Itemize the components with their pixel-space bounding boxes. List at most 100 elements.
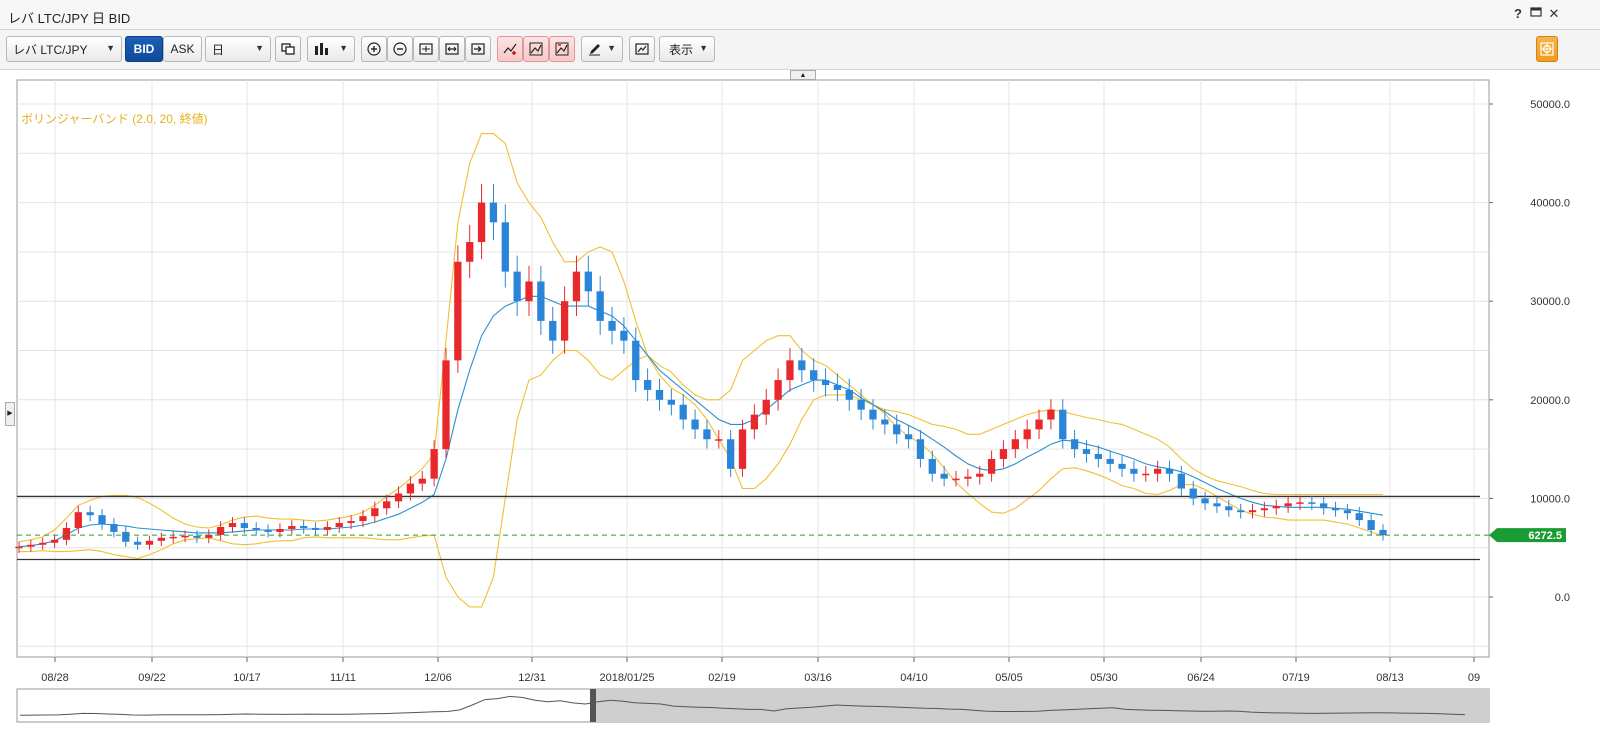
candle-body [620,330,628,341]
candle-body [525,281,533,302]
candle-body [454,261,462,361]
candle-body [987,458,996,474]
crosshair-button[interactable] [1536,36,1558,62]
chevron-down-icon: ▼ [339,43,348,53]
help-icon[interactable]: ? [1514,6,1522,21]
candle-body [477,202,486,243]
y-tick-label: 40000.0 [1530,198,1570,210]
candle-body [501,222,509,272]
zoom-out-button[interactable] [387,36,413,62]
candle-body [335,523,343,527]
overlay-windows-icon [281,43,295,55]
symbol-select[interactable]: レバ LTC/JPY ▼ [6,36,122,62]
candle-body [1189,488,1197,499]
candle-body [489,202,498,223]
candle-body [1082,449,1091,455]
candle-body [1059,409,1067,440]
window-restore-icon[interactable] [1528,6,1544,22]
candle-body [1260,508,1269,511]
bollinger-lower-band [19,349,1384,608]
candle-body [596,291,604,321]
window-title: レバ LTC/JPY 日 BID [8,11,131,26]
current-price-tag [1489,528,1566,543]
x-tick-label: 04/10 [900,672,928,684]
candle-body [1343,510,1352,514]
candle-body [169,536,177,539]
fit-chart-button[interactable] [413,36,439,62]
add-indicator-button[interactable] [497,36,523,62]
candle-body [549,320,557,341]
candle-body [1320,503,1328,509]
compare-symbol-button[interactable] [275,36,301,62]
candle-body [1225,506,1233,511]
x-tick-label: 2018/01/25 [599,672,654,684]
display-menu-label: 表示 [669,42,694,57]
bollinger-upper-band [18,133,1383,543]
candle-body [466,242,474,262]
x-tick-label: 03/16 [804,672,832,684]
candle-body [1047,409,1055,420]
chevron-down-icon: ▼ [255,43,264,53]
candle-body [703,429,711,440]
chart-type-select[interactable]: ▼ [307,36,355,62]
title-bar: レバ LTC/JPY 日 BID ? ✕ [0,0,1600,30]
current-price-label: 6272.5 [1528,530,1562,542]
chevron-down-icon: ▼ [106,43,115,53]
collapse-toolbar-handle[interactable]: ▲ [790,70,816,80]
y-tick-label: 50000.0 [1530,99,1570,111]
x-tick-label: 06/24 [1187,672,1215,684]
bar-chart-icon [315,43,328,55]
chart-area[interactable]: 50000.0 40000.0 30000.0 20000.0 10000.0 0.0 08… [0,70,1600,744]
candle-body [181,535,189,538]
candle-body [1177,473,1186,489]
candle-body [1367,520,1375,530]
navigator-selected-window [593,689,1489,722]
indicator-settings-icon [529,42,543,56]
candle-body [1165,468,1174,474]
chart-screenshot-button[interactable] [629,36,655,62]
y-tick-label: 10000.0 [1530,493,1570,505]
x-tick-label: 08/13 [1376,672,1404,684]
expand-range-button[interactable] [439,36,465,62]
x-tick-label: 12/06 [424,672,452,684]
bid-button[interactable]: BID [125,36,163,62]
indicator-settings-button[interactable] [523,36,549,62]
candle-body [679,404,687,420]
candlestick-chart[interactable]: 50000.0 40000.0 30000.0 20000.0 10000.0 0.0 08… [0,70,1600,744]
remove-indicator-button[interactable] [549,36,575,62]
candle-body [1308,502,1316,504]
candle-body [786,360,794,381]
scroll-latest-button[interactable] [465,36,491,62]
candle-body [252,527,260,530]
crosshair-icon [1540,42,1554,56]
display-menu[interactable]: 表示 ▼ [659,36,715,62]
zoom-in-button[interactable] [361,36,387,62]
y-tick-label: 30000.0 [1530,296,1570,308]
chart-image-icon [635,43,649,55]
candle-body [881,419,889,425]
candle-body [228,523,237,527]
timeframe-select[interactable]: 日 ▼ [205,36,271,62]
candle-body [39,542,47,545]
candle-body [762,399,770,415]
navigator-left-handle [590,689,596,722]
toolbar: レバ LTC/JPY ▼ BID ASK 日 ▼ ▼ ▼ [0,30,1600,70]
candle-body [928,458,936,474]
x-tick-label: 05/30 [1090,672,1118,684]
candle-body [1237,510,1245,513]
candle-body [1130,468,1138,474]
candle-body [976,473,984,477]
close-icon[interactable]: ✕ [1548,6,1560,21]
side-panel-handle[interactable]: ▶ [5,402,15,426]
x-tick-label: 12/31 [518,672,546,684]
candle-body [1331,508,1340,511]
candle-body [999,449,1008,459]
zoom-out-icon [393,42,407,56]
chevron-down-icon: ▼ [607,43,616,53]
ask-button[interactable]: ASK [163,36,202,62]
candle-body [383,501,391,509]
candle-body [1248,510,1257,513]
candle-body [1142,473,1150,476]
scroll-end-icon [471,43,485,55]
drawing-tools-select[interactable]: ▼ [581,36,623,62]
